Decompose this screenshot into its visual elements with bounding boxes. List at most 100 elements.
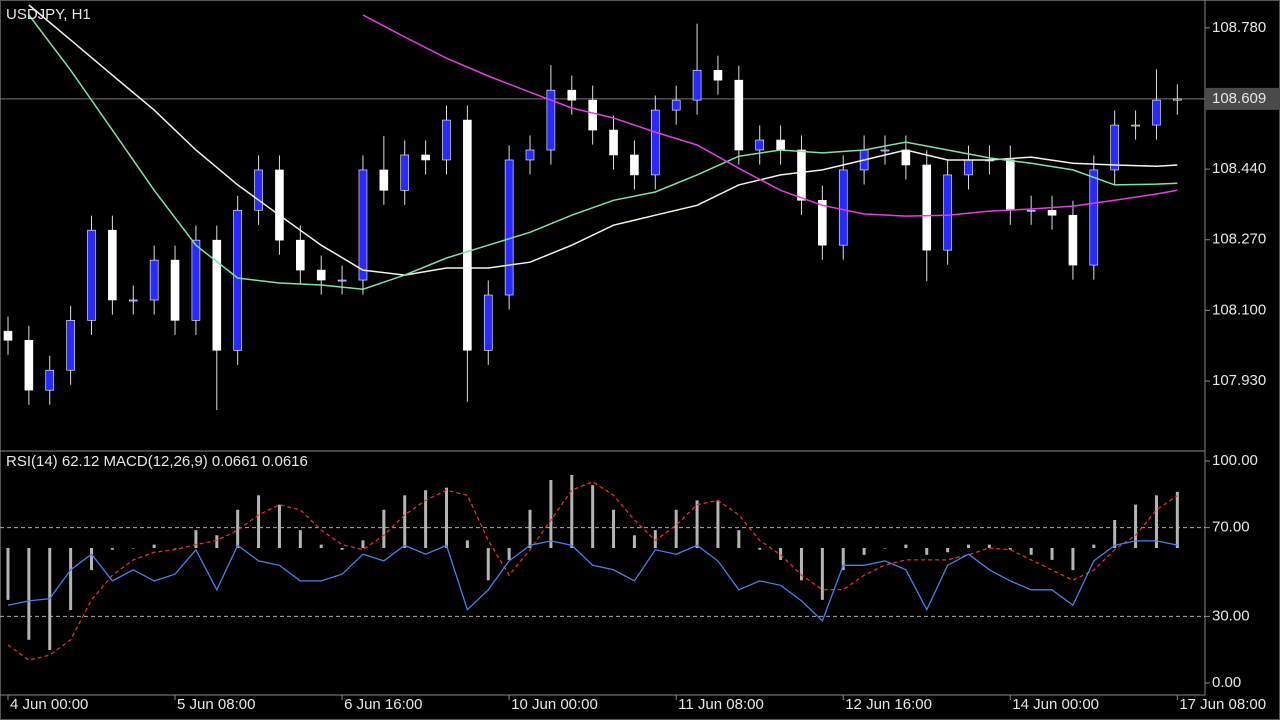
- x-tick-label: 4 Jun 00:00: [10, 696, 88, 713]
- candle-body: [651, 109, 660, 176]
- y-tick-label: 107.930: [1212, 372, 1266, 389]
- moving-average: [362, 14, 1178, 217]
- macd-bar: [1050, 548, 1054, 560]
- candle-body: [880, 149, 890, 152]
- macd-bar: [110, 548, 114, 550]
- macd-bar: [862, 548, 866, 555]
- x-tick-label: 6 Jun 16:00: [344, 696, 422, 713]
- candle-body: [943, 174, 952, 251]
- candle-body: [1173, 98, 1182, 101]
- y-tick-label: 100.00: [1212, 452, 1258, 469]
- candle-body: [296, 239, 305, 271]
- x-tick-label: 5 Jun 08:00: [177, 696, 255, 713]
- candle-body: [442, 119, 451, 161]
- macd-bar: [382, 509, 386, 549]
- macd-bar: [298, 530, 302, 549]
- candle-body: [922, 164, 932, 251]
- macd-bar: [277, 504, 281, 549]
- macd-bar: [695, 500, 699, 549]
- candle-body: [797, 149, 806, 201]
- candle-body: [45, 369, 55, 391]
- candle-body: [901, 149, 911, 166]
- macd-bar: [716, 500, 720, 549]
- indicator-title: RSI(14) 62.12 MACD(12,26,9) 0.0661 0.061…: [6, 453, 308, 470]
- candle-body: [254, 169, 263, 211]
- candle-body: [1110, 124, 1119, 171]
- candle-body: [108, 229, 117, 301]
- chart-title: USDJPY, H1: [6, 6, 91, 23]
- macd-bar: [1154, 495, 1158, 549]
- candle-body: [66, 320, 75, 371]
- macd-bar: [1092, 544, 1096, 549]
- candle-body: [275, 169, 284, 241]
- x-tick-label: 17 Jun 08:00: [1179, 696, 1266, 713]
- candle-body: [379, 169, 389, 191]
- macd-bar: [967, 544, 971, 549]
- candle-body: [671, 99, 681, 111]
- macd-bar: [173, 548, 177, 549]
- macd-bar: [215, 535, 219, 549]
- candle-body: [609, 129, 618, 156]
- candle-body: [546, 89, 556, 151]
- signal-line: [7, 480, 1178, 661]
- macd-bar: [194, 530, 198, 549]
- candle-body: [191, 239, 201, 321]
- candle-body: [964, 159, 973, 176]
- macd-bar: [444, 487, 448, 549]
- price-plot: [0, 4, 1205, 411]
- macd-bar: [799, 548, 803, 581]
- macd-bar: [591, 485, 595, 549]
- candle-body: [212, 239, 222, 351]
- macd-bar: [361, 540, 365, 549]
- candle-body: [233, 209, 242, 351]
- candle-body: [588, 99, 597, 131]
- candle-body: [713, 69, 723, 81]
- moving-average: [28, 4, 1178, 276]
- y-tick-label: 30.00: [1212, 607, 1250, 624]
- candle-body: [1047, 209, 1057, 216]
- macd-bar: [758, 548, 762, 550]
- macd-bar: [236, 509, 240, 549]
- macd-bar: [779, 548, 783, 560]
- indicator-plot: [0, 474, 1205, 661]
- candle-body: [1131, 124, 1140, 127]
- y-tick-label: 108.270: [1212, 231, 1266, 248]
- macd-bar: [883, 548, 887, 549]
- macd-bar: [319, 544, 323, 549]
- macd-bar: [1113, 519, 1117, 549]
- candle-body: [358, 169, 368, 281]
- candle-body: [776, 139, 785, 151]
- macd-bar: [549, 480, 553, 549]
- candle-body: [567, 89, 577, 101]
- macd-bar: [403, 495, 407, 549]
- macd-bar: [424, 490, 428, 549]
- candle-body: [337, 279, 347, 282]
- current-price-box: [1205, 87, 1280, 110]
- candle-body: [692, 69, 702, 101]
- candle-body: [24, 340, 34, 391]
- y-tick-label: 108.780: [1212, 19, 1266, 36]
- macd-bar: [465, 540, 469, 549]
- x-tick-label: 14 Jun 00:00: [1012, 696, 1099, 713]
- macd-bar: [27, 548, 31, 640]
- candle-body: [1005, 159, 1015, 211]
- x-tick-label: 12 Jun 16:00: [845, 696, 932, 713]
- candle-body: [149, 259, 159, 301]
- candle-body: [483, 294, 493, 351]
- moving-average: [28, 14, 1178, 290]
- macd-bar: [486, 548, 490, 581]
- macd-bar: [570, 474, 574, 549]
- macd-bar: [674, 509, 678, 549]
- macd-bar: [152, 544, 156, 549]
- candle-body: [504, 159, 514, 296]
- macd-bar: [90, 548, 94, 571]
- candle-body: [87, 229, 96, 321]
- macd-bar: [1175, 491, 1179, 549]
- macd-bar: [841, 548, 845, 571]
- candle-body: [316, 269, 326, 281]
- candle-body: [400, 154, 410, 191]
- y-tick-label: 108.440: [1212, 160, 1266, 177]
- candle-body: [1089, 169, 1099, 266]
